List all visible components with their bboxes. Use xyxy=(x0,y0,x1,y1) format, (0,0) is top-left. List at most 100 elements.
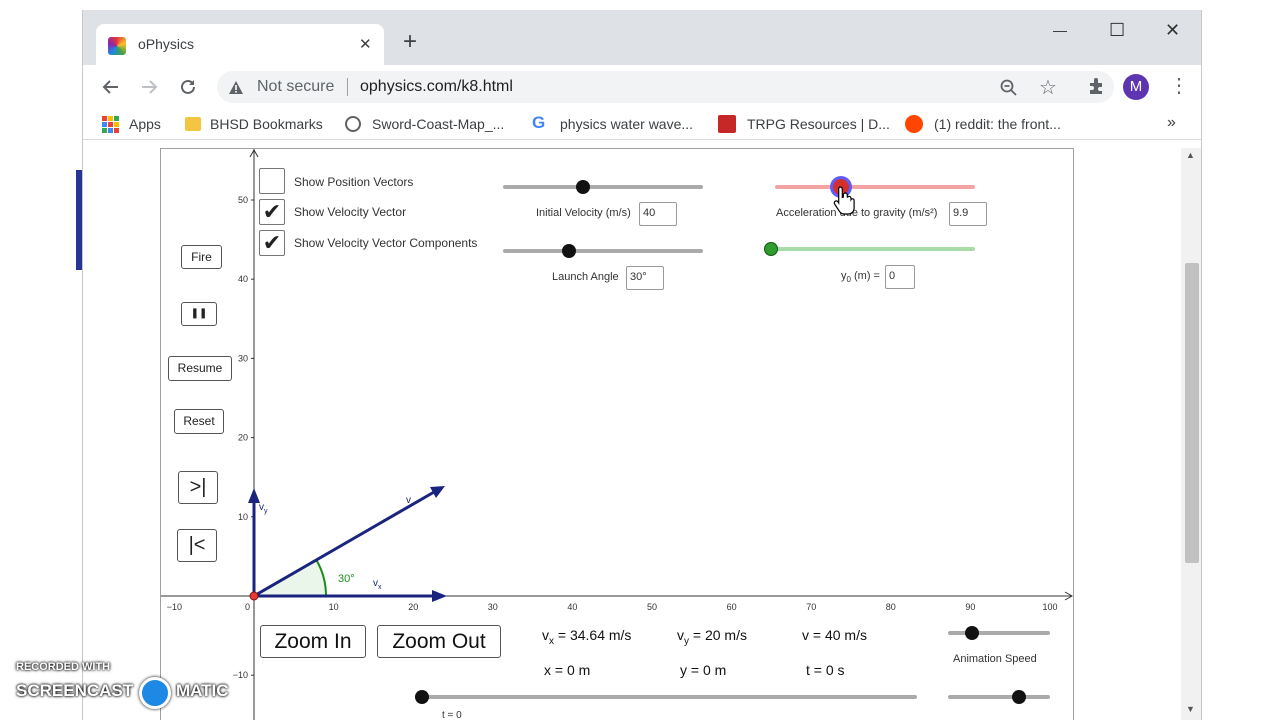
new-tab-icon[interactable]: + xyxy=(403,28,418,55)
x-tick-label: 90 xyxy=(965,602,975,612)
ophysics-favicon-icon xyxy=(108,37,126,55)
x-tick-label: 30 xyxy=(488,602,498,612)
x-tick-label: 50 xyxy=(647,602,657,612)
y0-slider-knob[interactable] xyxy=(764,242,778,256)
show-components-checkbox[interactable]: ✔ xyxy=(259,230,285,256)
address-bar[interactable]: Not secure ophysics.com/k8.html ☆ xyxy=(217,71,1114,103)
step-forward-button[interactable]: >| xyxy=(178,471,218,504)
hand-cursor-icon xyxy=(833,186,855,215)
x-tick-label: 0 xyxy=(245,602,250,612)
y-readout: y = 0 m xyxy=(680,662,727,678)
vx-label: vx xyxy=(373,578,382,591)
back-icon[interactable] xyxy=(101,77,121,97)
time-label: t = 0 xyxy=(442,710,462,720)
close-window-icon[interactable]: ✕ xyxy=(1165,20,1181,40)
vy-label: vy xyxy=(259,502,268,515)
watermark-screencast: SCREENCAST xyxy=(16,681,134,700)
x-tick-labels: −10 0 10 20 30 40 50 60 70 80 90 100 xyxy=(167,602,1058,612)
projectile-applet: −10 0 10 20 30 40 50 60 70 80 90 100 50 40 30 20 10 −10 … xyxy=(160,148,1074,720)
screencast-watermark: RECORDED WITH SCREENCAST MATIC xyxy=(0,655,260,715)
scroll-up-icon[interactable]: ▲ xyxy=(1186,150,1195,160)
y-tick-label: 30 xyxy=(238,353,248,363)
reset-button[interactable]: Reset xyxy=(174,409,224,434)
security-label[interactable]: Not secure xyxy=(257,78,335,95)
bookmark-bhsd[interactable]: BHSD Bookmarks xyxy=(210,116,323,132)
reload-icon[interactable] xyxy=(178,77,198,97)
launch-angle-input[interactable]: 30° xyxy=(626,266,664,290)
x-tick-label: 100 xyxy=(1042,602,1057,612)
zoom-out-button[interactable]: Zoom Out xyxy=(377,625,501,658)
velocity-vector xyxy=(253,486,442,598)
bookmark-physics-water[interactable]: physics water wave... xyxy=(560,116,694,132)
time-slider-knob[interactable] xyxy=(415,690,429,704)
show-position-vectors-label: Show Position Vectors xyxy=(294,175,414,189)
x-tick-label: 20 xyxy=(408,602,418,612)
graph-canvas[interactable]: −10 0 10 20 30 40 50 60 70 80 90 100 5040302010−10 … xyxy=(161,149,1074,720)
page-content: −10 0 10 20 30 40 50 60 70 80 90 100 50 40 30 20 10 −10 … xyxy=(83,148,1201,720)
x-tick-label: −10 xyxy=(167,602,182,612)
bookmark-trpg[interactable]: TRPG Resources | D... xyxy=(747,116,890,132)
initial-velocity-label: Initial Velocity (m/s) xyxy=(536,207,631,219)
gravity-input[interactable]: 9.9 xyxy=(949,202,987,226)
launch-angle-slider-knob[interactable] xyxy=(562,244,576,258)
reddit-icon xyxy=(905,115,923,133)
x-axis-arrow xyxy=(1064,591,1073,601)
browser-window: oPhysics ✕ + — ☐ ✕ Not secure ophysics.c… xyxy=(82,10,1202,720)
vy-readout: vy = 20 m/s xyxy=(677,627,747,647)
folder-icon xyxy=(185,117,201,131)
resume-button[interactable]: Resume xyxy=(168,356,232,381)
y-tick-label: 20 xyxy=(238,433,248,443)
trpg-icon xyxy=(718,115,736,133)
x-tick-label: 60 xyxy=(727,602,737,612)
step-back-button[interactable]: |< xyxy=(177,529,217,562)
y0-input[interactable]: 0 xyxy=(885,265,915,289)
y-tick-label: 40 xyxy=(238,274,248,284)
fire-button[interactable]: Fire xyxy=(181,245,222,269)
omnibox-divider xyxy=(347,78,348,96)
second-speed-slider-knob[interactable] xyxy=(1012,690,1026,704)
scroll-down-icon[interactable]: ▼ xyxy=(1186,704,1195,714)
initial-velocity-slider-knob[interactable] xyxy=(576,180,590,194)
x-tick-label: 70 xyxy=(806,602,816,612)
extensions-icon[interactable] xyxy=(1087,77,1105,95)
tab-ophysics[interactable]: oPhysics ✕ xyxy=(96,24,384,69)
initial-velocity-input[interactable]: 40 xyxy=(639,202,677,226)
pause-button[interactable]: ❚❚ xyxy=(181,302,217,326)
second-speed-slider-track[interactable] xyxy=(948,695,1050,699)
avatar[interactable]: M xyxy=(1123,74,1149,100)
initial-velocity-slider-track[interactable] xyxy=(503,185,703,189)
bookmark-star-icon[interactable]: ☆ xyxy=(1039,77,1057,99)
zoom-in-button[interactable]: Zoom In xyxy=(260,625,366,658)
launch-angle-label: Launch Angle xyxy=(552,271,619,283)
time-slider-track[interactable] xyxy=(423,695,917,699)
minimize-icon[interactable]: — xyxy=(1053,22,1067,38)
screencast-logo-icon xyxy=(139,677,171,709)
maximize-icon[interactable]: ☐ xyxy=(1109,20,1126,40)
bookmark-sword-coast[interactable]: Sword-Coast-Map_... xyxy=(372,116,505,132)
close-tab-icon[interactable]: ✕ xyxy=(359,36,372,53)
show-velocity-vector-label: Show Velocity Vector xyxy=(294,205,407,219)
y0-slider-track[interactable] xyxy=(775,247,975,251)
page-scrollbar[interactable]: ▲ ▼ xyxy=(1181,148,1201,720)
gravity-slider-track[interactable] xyxy=(775,185,975,189)
show-components-label: Show Velocity Vector Components xyxy=(294,236,478,250)
launch-angle-slider-track[interactable] xyxy=(503,249,703,253)
y-tick-label: 10 xyxy=(238,512,248,522)
show-position-vectors-checkbox[interactable] xyxy=(259,168,285,194)
forward-icon[interactable] xyxy=(139,77,159,97)
animation-speed-slider-knob[interactable] xyxy=(965,626,980,640)
warning-icon[interactable] xyxy=(228,80,244,95)
show-velocity-vector-checkbox[interactable]: ✔ xyxy=(259,199,285,225)
apps-grid-icon[interactable] xyxy=(102,116,119,133)
scroll-thumb[interactable] xyxy=(1185,263,1199,563)
animation-speed-slider-track[interactable] xyxy=(948,631,1050,635)
url-text[interactable]: ophysics.com/k8.html xyxy=(360,78,513,95)
bookmark-apps[interactable]: Apps xyxy=(129,116,161,132)
bookmark-reddit[interactable]: (1) reddit: the front... xyxy=(934,116,1061,132)
tab-title: oPhysics xyxy=(138,36,195,52)
menu-dots-icon[interactable]: ⋮ xyxy=(1169,75,1189,97)
google-icon: G xyxy=(532,113,546,132)
zoom-icon[interactable] xyxy=(1000,79,1017,96)
bookmarks-overflow-icon[interactable]: » xyxy=(1167,114,1176,131)
